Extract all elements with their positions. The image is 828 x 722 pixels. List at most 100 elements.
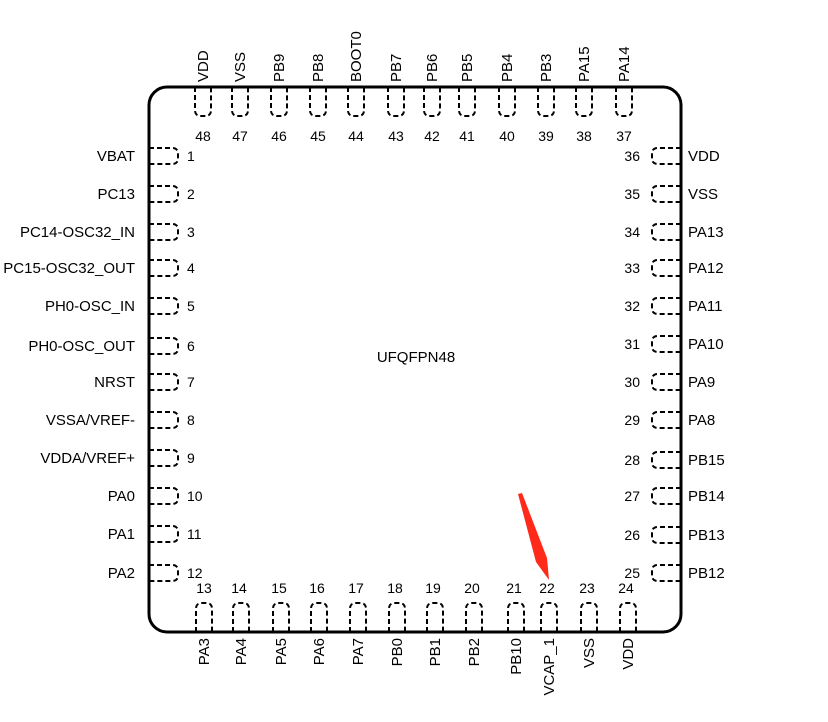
pin-40: 40 PB4 (498, 54, 516, 144)
pin-pad (651, 451, 681, 469)
pin-label: PA12 (688, 260, 724, 277)
pin-number: 15 (271, 580, 287, 596)
pin-label: PA0 (108, 488, 135, 505)
pin-35: 35 VSS (624, 185, 718, 203)
pin-41: 41 PB5 (458, 54, 476, 144)
pin-number: 19 (425, 580, 441, 596)
pin-4: 4 PC15-OSC32_OUT (3, 259, 195, 277)
pin-number: 11 (187, 526, 202, 542)
package-name: UFQFPN48 (377, 349, 455, 366)
pin-label: VSS (688, 186, 718, 203)
pin-number: 38 (576, 128, 592, 144)
pin-39: 39 PB3 (537, 54, 555, 144)
pin-pad (272, 602, 290, 632)
pin-number: 32 (624, 298, 640, 314)
pin-number: 16 (309, 580, 325, 596)
pin-pad (537, 87, 555, 117)
pin-pad (498, 87, 516, 117)
top-pins: 48 VDD 47 VSS 46 PB9 45 PB8 44 BOOT0 43 PB7 42 PB6 41 P… (194, 31, 633, 144)
pin-pad (309, 87, 327, 117)
pin-11: 11 PA1 (108, 525, 202, 543)
pin-pad (195, 602, 213, 632)
pin-16: 16 PA6 (309, 580, 328, 665)
pin-number: 24 (618, 580, 634, 596)
pin-label: PA4 (233, 638, 250, 665)
pin-number: 18 (387, 580, 403, 596)
pin-25: 25 PB12 (624, 564, 725, 582)
pin-label: VDD (195, 50, 212, 82)
pin-label: VSS (581, 638, 598, 668)
pin-19: 19 PB1 (425, 580, 444, 666)
pin-pad (149, 337, 179, 355)
pin-number: 40 (499, 128, 515, 144)
pin-18: 18 PB0 (387, 580, 406, 666)
pin-30: 30 PA9 (624, 373, 715, 391)
pin-number: 34 (624, 224, 640, 240)
pin-number: 14 (231, 580, 247, 596)
pin-number: 37 (616, 128, 632, 144)
pin-21: 21 PB10 (506, 580, 525, 675)
pin-1: 1 VBAT (97, 147, 195, 165)
pin-number: 12 (187, 565, 203, 581)
pin-pad (349, 602, 367, 632)
pin-label: PA9 (688, 374, 715, 391)
pin-number: 39 (538, 128, 554, 144)
pin-pad (458, 87, 476, 117)
pin-number: 27 (624, 488, 640, 504)
left-pins: 1 VBAT 2 PC13 3 PC14-OSC32_IN 4 PC15-OSC32_OUT 5… (3, 147, 203, 582)
pin-number: 29 (624, 412, 640, 428)
pin-number: 45 (310, 128, 326, 144)
pin-label: VCAP_1 (541, 638, 558, 696)
pin-17: 17 PA7 (348, 580, 367, 665)
pin-number: 9 (187, 450, 195, 466)
pin-10: 10 PA0 (108, 487, 203, 505)
pin-label: PA8 (688, 412, 715, 429)
pin-pad (507, 602, 525, 632)
pin-47: 47 VSS (231, 52, 249, 144)
pin-label: PA3 (196, 638, 213, 665)
red-arrow-icon (518, 493, 549, 580)
pin-pad (149, 147, 179, 165)
pin-label: PH0-OSC_OUT (28, 338, 135, 355)
pin-label: PB1 (427, 638, 444, 666)
pin-label: PB2 (466, 638, 483, 666)
pin-pad (465, 602, 483, 632)
pin-24: 24 VDD (618, 580, 637, 670)
pin-31: 31 PA10 (624, 335, 724, 353)
pin-pad (615, 87, 633, 117)
pin-label: PB15 (688, 452, 725, 469)
pin-number: 36 (624, 148, 640, 164)
pin-48: 48 VDD (194, 50, 212, 144)
pin-pad (231, 87, 249, 117)
pin-label: PC15-OSC32_OUT (3, 260, 135, 277)
right-pins: 36 VDD 35 VSS 34 PA13 33 PA12 32 PA11 31 PA10 30 PA9 2… (624, 147, 725, 582)
pin-pad (149, 564, 179, 582)
pin-label: PB8 (310, 54, 327, 82)
pin-pad (149, 525, 179, 543)
pin-pad (149, 449, 179, 467)
pin-label: PB10 (508, 638, 525, 675)
pin-pad (540, 602, 558, 632)
pin-number: 30 (624, 374, 640, 390)
pin-number: 7 (187, 374, 195, 390)
pin-label: PC13 (97, 186, 135, 203)
pin-label: PC14-OSC32_IN (20, 224, 135, 241)
pin-number: 47 (232, 128, 248, 144)
pin-32: 32 PA11 (624, 297, 722, 315)
pin-22: 22 VCAP_1 (539, 580, 558, 696)
bottom-pins: 13 PA3 14 PA4 15 PA5 16 PA6 17 PA7 18 PB0 19 PB1 20 PB2… (195, 580, 637, 696)
pin-label: PB6 (424, 54, 441, 82)
pin-20: 20 PB2 (464, 580, 483, 666)
pin-46: 46 PB9 (270, 54, 288, 144)
pin-number: 42 (424, 128, 440, 144)
pin-12: 12 PA2 (108, 564, 203, 582)
pin-37: 37 PA14 (615, 46, 633, 144)
pin-label: PA1 (108, 526, 135, 543)
pin-number: 8 (187, 412, 195, 428)
pin-pad (651, 487, 681, 505)
pin-23: 23 VSS (579, 580, 598, 668)
pin-number: 25 (624, 565, 640, 581)
pin-pad (651, 411, 681, 429)
